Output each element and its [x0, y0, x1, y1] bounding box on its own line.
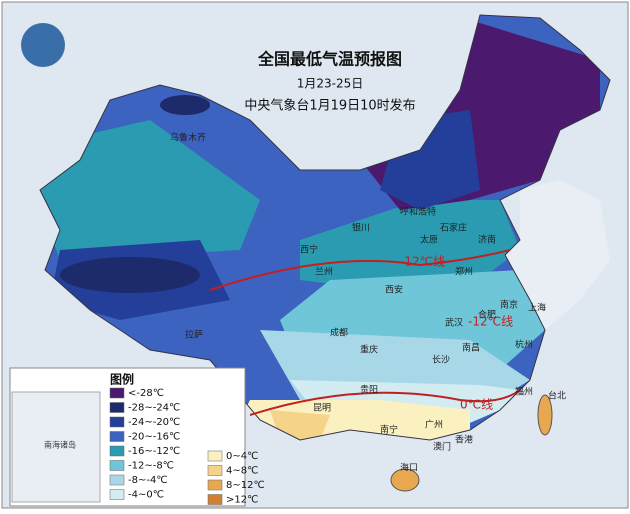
city-label: 银川: [352, 222, 370, 234]
isotherm-label: -12℃线: [400, 255, 445, 269]
legend: 南海诸岛 图例: [9, 367, 246, 507]
legend-label: 0~4℃: [226, 451, 258, 462]
taiwan: [537, 394, 553, 436]
border: [39, 14, 611, 441]
city-label: 香港: [455, 434, 473, 446]
isotherm-line: [249, 389, 521, 416]
legend-label: -8~-4℃: [128, 475, 168, 486]
city-label: 西宁: [300, 244, 318, 256]
legend-swatch: [207, 450, 223, 462]
city-label: 南宁: [380, 424, 398, 436]
title: 全国最低气温预报图: [257, 50, 402, 69]
city-label: 兰州: [315, 266, 333, 278]
city-label: 杭州: [515, 339, 533, 351]
legend-swatch: [207, 494, 223, 505]
city-label: 合肥: [478, 309, 496, 321]
legend-label: -24~-20℃: [128, 417, 180, 428]
legend-label: -20~-16℃: [128, 432, 180, 443]
legend-label: -28~-24℃: [128, 403, 180, 414]
legend-swatch: [207, 479, 223, 491]
isotherm-line: [209, 249, 511, 291]
inset-label: 南海诸岛: [44, 440, 76, 450]
legend-label: 8~12℃: [226, 480, 265, 491]
city-label: 海口: [400, 462, 418, 474]
city-label: 贵阳: [360, 384, 378, 396]
neighbor-land: [505, 180, 610, 330]
city-label: 台北: [548, 390, 566, 402]
city-label: 武汉: [445, 317, 463, 329]
city-label: 广州: [425, 419, 443, 431]
city-label: 重庆: [360, 344, 378, 356]
city-label: 郑州: [455, 266, 473, 278]
legend-label: 4~8℃: [226, 466, 258, 477]
city-label: 南昌: [462, 342, 480, 354]
isotherm-label: -12℃线: [468, 315, 513, 329]
legend-label: -4~0℃: [128, 490, 164, 501]
city-label: 乌鲁木齐: [170, 132, 206, 144]
legend-swatch: [109, 387, 125, 399]
legend-swatch: [109, 431, 125, 442]
logo: [21, 23, 65, 67]
city-label: 福州: [515, 386, 533, 398]
hainan: [390, 468, 420, 492]
city-label: 西安: [385, 284, 403, 296]
legend-swatch: [109, 445, 125, 457]
legend-title: 图例: [110, 372, 134, 387]
legend-label: <-28℃: [128, 388, 164, 399]
city-label: 昆明: [313, 403, 331, 414]
city-label: 石家庄: [440, 222, 467, 234]
legend-swatch: [109, 402, 125, 413]
legend-swatch: [109, 489, 125, 500]
issuer: 中央气象台1月19日10时发布: [244, 98, 415, 114]
legend-swatch: [109, 416, 125, 428]
city-label: 澳门: [433, 441, 451, 453]
city-label: 南京: [500, 299, 518, 311]
legend-swatch: [109, 474, 125, 486]
inset-map: [11, 391, 101, 503]
legend-label: -16~-12℃: [128, 446, 180, 457]
legend-label: >12℃: [226, 495, 258, 506]
city-label: 济南: [478, 234, 496, 246]
city-label: 上海: [528, 302, 546, 314]
city-label: 长沙: [432, 354, 450, 366]
legend-label: -12~-8℃: [128, 461, 174, 472]
period: 1月23-25日: [297, 77, 364, 91]
isotherm-label: 0℃线: [460, 398, 493, 412]
city-label: 拉萨: [185, 329, 203, 341]
legend-swatch: [207, 465, 223, 476]
legend-swatch: [109, 460, 125, 471]
city-label: 呼和浩特: [400, 206, 436, 218]
city-label: 成都: [330, 327, 348, 339]
city-label: 太原: [420, 234, 438, 246]
